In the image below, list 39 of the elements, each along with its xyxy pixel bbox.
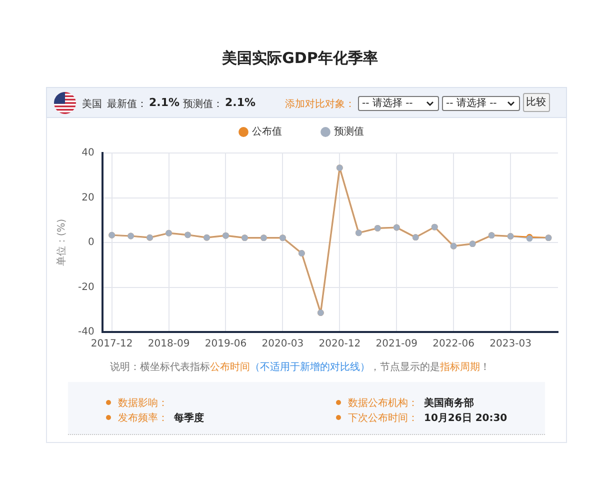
x-tick-label: 2023-03 xyxy=(490,338,532,350)
dropdown-field: -- 请选择 -- xyxy=(442,96,520,111)
x-tick-label: 2020-12 xyxy=(318,338,361,350)
text: 美国商务部 xyxy=(424,396,474,410)
text: ！ xyxy=(480,362,490,373)
text: 指标周期 xyxy=(440,362,480,373)
text: 美国 xyxy=(82,98,102,111)
text: 每季度 xyxy=(174,411,204,424)
y-tick-label: -20 xyxy=(78,282,94,293)
x-tick-label: 2018-09 xyxy=(148,338,190,350)
x-tick-label: 2021-09 xyxy=(376,338,418,350)
text: 下次公布时间： xyxy=(348,412,418,424)
x-tick-label: 2022-06 xyxy=(432,338,474,350)
text: 预测值： xyxy=(183,98,223,111)
dropdown-field: -- 请选择 -- xyxy=(358,96,439,111)
text: ，节点显示的是 xyxy=(370,362,440,373)
text: 添加对比对象： xyxy=(285,98,355,111)
text: 发布频率： xyxy=(118,412,168,424)
legend-label: 预测值 xyxy=(334,126,364,138)
y-tick-label: 40 xyxy=(82,148,94,159)
x-tick-label: 2020-03 xyxy=(262,338,304,350)
x-tick-label: 2019-06 xyxy=(204,338,247,350)
y-tick-label: -40 xyxy=(78,326,94,338)
text: （不适用于新增的对比线） xyxy=(250,362,370,373)
y-tick-label: 0 xyxy=(88,237,94,248)
text: 2.1% xyxy=(149,96,180,109)
y-tick-label: 20 xyxy=(82,192,94,204)
text: 比较 xyxy=(526,96,546,109)
text: 数据公布机构： xyxy=(348,396,418,410)
text: 最新值： xyxy=(107,98,147,111)
y-axis-title: 单位：(%) xyxy=(56,218,68,266)
text: 10月26日 20:30 xyxy=(424,412,508,424)
text: 公布时间 xyxy=(210,362,250,373)
text: 数据影响： xyxy=(118,396,168,410)
x-tick-label: 2017-12 xyxy=(90,338,133,350)
legend-label: 公布值 xyxy=(252,126,282,138)
text: 说明：横坐标代表指标 xyxy=(110,362,210,373)
text: 2.1% xyxy=(225,96,256,109)
chart-title: 美国实际GDP年化季率 xyxy=(221,49,379,68)
